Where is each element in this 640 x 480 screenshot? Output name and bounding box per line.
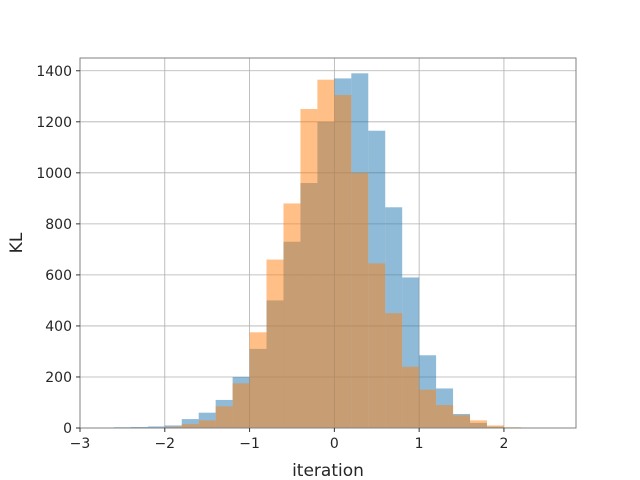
y-tick-label: 200 (45, 370, 72, 386)
x-axis-label: iteration (292, 461, 364, 480)
histogram-bar-series-2 (300, 109, 318, 428)
histogram-bar-series-2 (181, 424, 199, 428)
histogram-bar-series-2 (368, 263, 386, 428)
y-axis-label: KL (7, 232, 27, 253)
histogram-bar-series-2 (334, 95, 352, 428)
y-tick-label: 0 (63, 421, 72, 437)
histogram-bar-series-2 (453, 415, 471, 428)
histogram-bar-series-2 (283, 203, 301, 428)
histogram-bar-series-2 (385, 313, 403, 428)
histogram-bar-series-2 (470, 420, 487, 428)
x-tick-label: 1 (415, 436, 424, 452)
ticks-layer: −3 −2 −1 0 1 2 0 200 400 600 800 1000 1200 1400 (36, 64, 508, 452)
histogram-bar-series-2 (486, 425, 504, 428)
histogram-bar-series-2 (351, 172, 369, 428)
y-tick-label: 800 (45, 217, 72, 233)
histogram-bar-series-2 (402, 366, 420, 428)
x-tick-label: 2 (499, 436, 508, 452)
histogram-bar-series-2 (436, 405, 454, 428)
y-tick-label: 1200 (36, 115, 72, 131)
y-tick-label: 600 (45, 268, 72, 284)
y-tick-label: 400 (45, 319, 72, 335)
histogram-bar-series-1 (130, 426, 148, 428)
histogram-bar-series-1 (147, 426, 165, 428)
x-tick-label: −2 (154, 436, 175, 452)
histogram-bar-series-2 (164, 426, 182, 428)
y-tick-label: 1000 (36, 166, 72, 182)
x-tick-label: −3 (70, 436, 91, 452)
histogram-bar-series-2 (215, 406, 233, 428)
histogram-bar-series-1 (181, 419, 199, 428)
bars-layer (113, 73, 555, 429)
histogram-bar-series-2 (198, 420, 216, 428)
histogram-bar-series-2 (317, 79, 335, 429)
plot-frame (79, 57, 577, 429)
histogram-bar-series-2 (266, 259, 284, 428)
y-tick-label: 1400 (36, 64, 72, 80)
histogram-bar-series-2 (249, 332, 267, 428)
histogram-bar-series-1 (164, 425, 182, 428)
histogram-bar-series-2 (419, 389, 437, 428)
x-tick-label: 0 (330, 436, 339, 452)
x-tick-label: −1 (239, 436, 260, 452)
histogram-bar-series-2 (232, 383, 250, 428)
